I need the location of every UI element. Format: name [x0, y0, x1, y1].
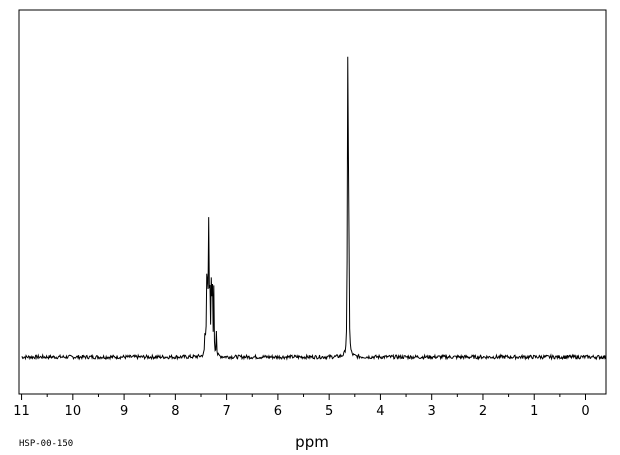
- x-tick-label: 5: [325, 404, 333, 419]
- x-tick-label: 4: [376, 404, 384, 419]
- x-tick-label: 1: [530, 404, 538, 419]
- x-tick-label: 2: [479, 404, 487, 419]
- x-tick-label: 8: [171, 404, 179, 419]
- x-axis-tick-labels: 11 10 9 8 7 6 5 4 3 2 1 0: [13, 404, 589, 419]
- x-tick-label: 3: [428, 404, 436, 419]
- x-tick-label: 0: [581, 404, 589, 419]
- x-tick-label: 9: [120, 404, 128, 419]
- plot-frame: [18, 9, 607, 395]
- x-tick-label: 11: [13, 404, 30, 419]
- x-axis-label: ppm: [295, 433, 329, 451]
- x-tick-label: 6: [274, 404, 282, 419]
- x-axis-ticks: [21, 394, 586, 400]
- spectrum-code: HSP-00-150: [19, 439, 73, 449]
- x-tick-label: 10: [65, 404, 82, 419]
- spectrum-line: [21, 56, 607, 361]
- x-axis-minor-ticks: [46, 394, 561, 397]
- x-tick-label: 7: [222, 404, 230, 419]
